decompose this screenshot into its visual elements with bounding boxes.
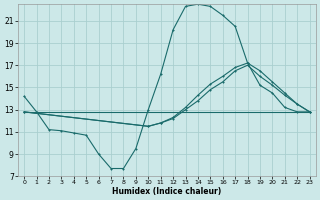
X-axis label: Humidex (Indice chaleur): Humidex (Indice chaleur) xyxy=(112,187,221,196)
